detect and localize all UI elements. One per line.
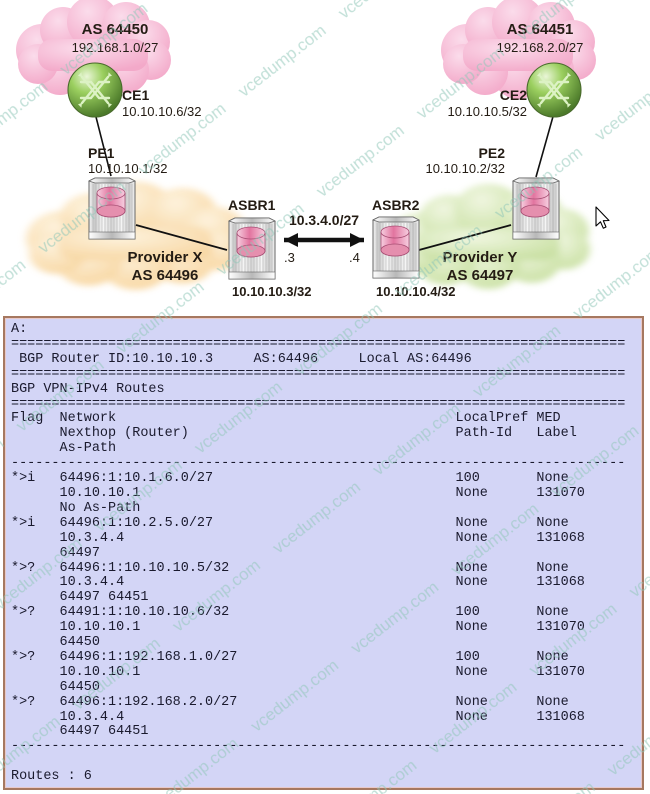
svg-text:ASBR1: ASBR1 — [228, 197, 276, 213]
svg-text:.4: .4 — [349, 250, 360, 265]
svg-text:192.168.2.0/27: 192.168.2.0/27 — [497, 40, 584, 55]
svg-text:.3: .3 — [284, 250, 295, 265]
svg-text:PE1: PE1 — [88, 145, 115, 161]
svg-text:AS 64450: AS 64450 — [82, 21, 149, 38]
svg-text:10.3.4.0/27: 10.3.4.0/27 — [289, 212, 359, 228]
svg-text:AS 64497: AS 64497 — [447, 267, 514, 284]
svg-text:10.10.10.4/32: 10.10.10.4/32 — [376, 284, 456, 299]
svg-text:PE2: PE2 — [479, 145, 506, 161]
svg-text:ASBR2: ASBR2 — [372, 197, 420, 213]
svg-text:CE1: CE1 — [122, 87, 149, 103]
svg-text:Provider Y: Provider Y — [443, 249, 518, 266]
svg-text:AS 64451: AS 64451 — [507, 21, 574, 38]
svg-text:10.10.10.1/32: 10.10.10.1/32 — [88, 161, 168, 176]
svg-text:AS 64496: AS 64496 — [132, 267, 199, 284]
svg-text:10.10.10.2/32: 10.10.10.2/32 — [425, 161, 505, 176]
svg-text:192.168.1.0/27: 192.168.1.0/27 — [72, 40, 159, 55]
svg-text:Provider X: Provider X — [127, 249, 202, 266]
svg-text:10.10.10.5/32: 10.10.10.5/32 — [447, 104, 527, 119]
svg-text:10.10.10.6/32: 10.10.10.6/32 — [122, 104, 202, 119]
svg-text:10.10.10.3/32: 10.10.10.3/32 — [232, 284, 312, 299]
svg-text:CE2: CE2 — [500, 87, 527, 103]
